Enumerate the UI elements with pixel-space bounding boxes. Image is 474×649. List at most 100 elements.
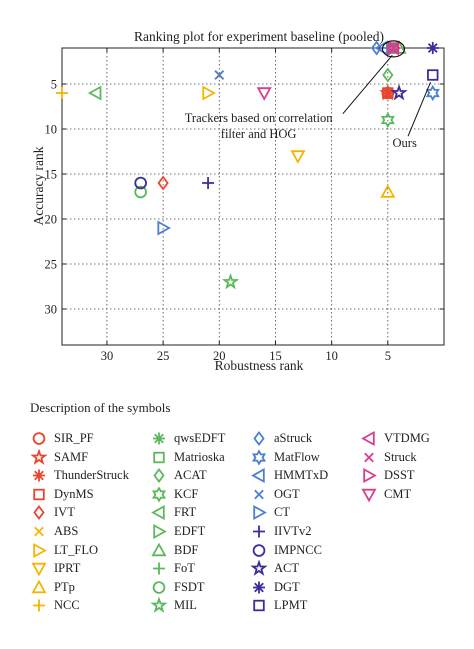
- legend-marker-qwsedft: [153, 432, 165, 445]
- legend-marker-vtdmg: [361, 430, 375, 447]
- legend-label: LT_FLO: [54, 542, 98, 557]
- x-tick-label: 10: [325, 349, 338, 363]
- point-ivt: [157, 175, 169, 191]
- data-points: [56, 40, 440, 290]
- legend-symbol-lt-flo: [33, 542, 47, 558]
- x-tick-label: 30: [101, 349, 114, 363]
- point-cmt: [256, 87, 272, 101]
- y-tick-label: 15: [45, 168, 58, 182]
- legend-symbol-matflow: [251, 448, 267, 466]
- legend-label: OGT: [274, 486, 300, 501]
- legend-label: FSDT: [174, 579, 205, 594]
- legend-marker-ogt: [254, 489, 264, 500]
- legend-marker-ncc: [33, 599, 45, 612]
- legend-label: FoT: [174, 561, 195, 576]
- legend-label: PTp: [54, 579, 75, 594]
- legend-marker-mil: [150, 597, 168, 614]
- legend-symbol-bdf: [151, 542, 167, 556]
- legend-label: MIL: [174, 598, 197, 613]
- y-tick-label: 30: [45, 303, 58, 317]
- legend-symbol-dynms: [33, 488, 45, 500]
- legend-symbol-edft: [153, 523, 167, 540]
- legend-label: Struck: [384, 449, 417, 464]
- legend-label: IIVTv2: [274, 524, 312, 538]
- legend-symbol-astruck: [253, 431, 265, 446]
- legend-label: SIR_PF: [54, 431, 94, 445]
- point-dynms: [382, 87, 394, 99]
- legend-marker-astruck: [253, 431, 265, 446]
- legend-marker-lpmt: [253, 600, 265, 612]
- annotations: Trackers based on correlation filter and …: [185, 40, 431, 150]
- tick-labels: 30 25 20 15 10 5 5 10 15 20 25 30: [45, 78, 391, 364]
- point-impncc: [134, 176, 147, 190]
- legend-symbol-mil: [150, 597, 168, 614]
- legend-marker-fot: [153, 562, 165, 575]
- legend-symbol-samf: [30, 448, 48, 465]
- legend-label: SAMF: [54, 449, 89, 464]
- legend-symbol-struck: [364, 452, 374, 462]
- legend-marker-bdf: [151, 542, 167, 556]
- legend-marker-dsst: [363, 468, 377, 484]
- point-lt-flo: [202, 85, 216, 101]
- legend-marker-acat: [153, 468, 165, 484]
- legend-symbol-lpmt: [253, 600, 265, 612]
- x-tick-label: 5: [385, 349, 391, 363]
- legend-symbol-vtdmg: [361, 430, 375, 447]
- legend-symbol-hmmtxd: [251, 468, 265, 484]
- annotation-ours: Ours: [393, 136, 417, 150]
- legend-label: ThunderStruck: [54, 468, 129, 483]
- legend-marker-edft: [153, 523, 167, 540]
- y-tick-label: 5: [51, 78, 57, 92]
- plot-frame: [61, 47, 445, 346]
- point-mil: [221, 272, 240, 290]
- legend-symbol-fot: [153, 562, 165, 575]
- x-axis-label: Robustness rank: [215, 358, 304, 373]
- legend-label: ACT: [274, 561, 299, 576]
- legend-marker-impncc: [252, 543, 266, 557]
- point-frt: [87, 85, 102, 101]
- legend-marker-samf: [30, 448, 48, 465]
- pointer-correlation: [342, 54, 393, 115]
- legend-label: HMMTxD: [274, 468, 329, 483]
- point-ogt: [214, 70, 225, 80]
- x-tick-label: 25: [157, 349, 170, 363]
- legend-symbol-ogt: [254, 489, 264, 500]
- x-tick-label: 15: [269, 349, 282, 363]
- legend-marker-struck: [364, 452, 374, 462]
- y-axis-label: Accuracy rank: [31, 146, 46, 225]
- legend-marker-cmt: [361, 488, 377, 503]
- point-kcf: [380, 111, 395, 129]
- legend-marker-dgt: [253, 581, 265, 594]
- legend-symbol-abs: [34, 526, 44, 537]
- ranking-plot: 30 25 20 15 10 5 5 10 15 20 25 30 Trackers based on…: [31, 29, 445, 373]
- legend-symbol-impncc: [252, 543, 266, 557]
- legend-marker-ct: [253, 505, 267, 521]
- legend-symbol-kcf: [151, 486, 167, 503]
- legend-label: DGT: [274, 579, 300, 594]
- legend-marker-fsdt: [152, 580, 166, 594]
- annotation-correlation-line2: filter and HOG: [221, 127, 297, 141]
- legend-label: ACAT: [174, 468, 207, 483]
- legend-title: Description of the symbols: [30, 400, 171, 415]
- pointer-ours: [407, 82, 431, 137]
- chart-title: Ranking plot for experiment baseline (po…: [134, 29, 384, 44]
- legend-label: BDF: [174, 542, 199, 557]
- point-ptp: [380, 184, 396, 198]
- legend-label: IPRT: [54, 561, 81, 576]
- legend-label: MatFlow: [274, 449, 320, 464]
- legend-label: IVT: [54, 505, 75, 520]
- point-ct: [157, 220, 171, 236]
- legend-marker-matrioska: [153, 451, 165, 463]
- x-tick-label: 20: [213, 349, 226, 363]
- legend-label: qwsEDFT: [174, 431, 226, 445]
- legend-marker-dynms: [33, 488, 45, 500]
- point-dgt: [426, 42, 439, 54]
- point-matflow: [425, 84, 440, 102]
- legend-label: EDFT: [174, 524, 206, 538]
- point-acat: [382, 67, 394, 83]
- legend-label: FRT: [174, 505, 197, 520]
- legend-symbol-matrioska: [153, 451, 165, 463]
- legend-marker-ptp: [31, 579, 47, 593]
- legend-symbol-cmt: [361, 488, 377, 503]
- legend-symbol-act: [250, 560, 268, 577]
